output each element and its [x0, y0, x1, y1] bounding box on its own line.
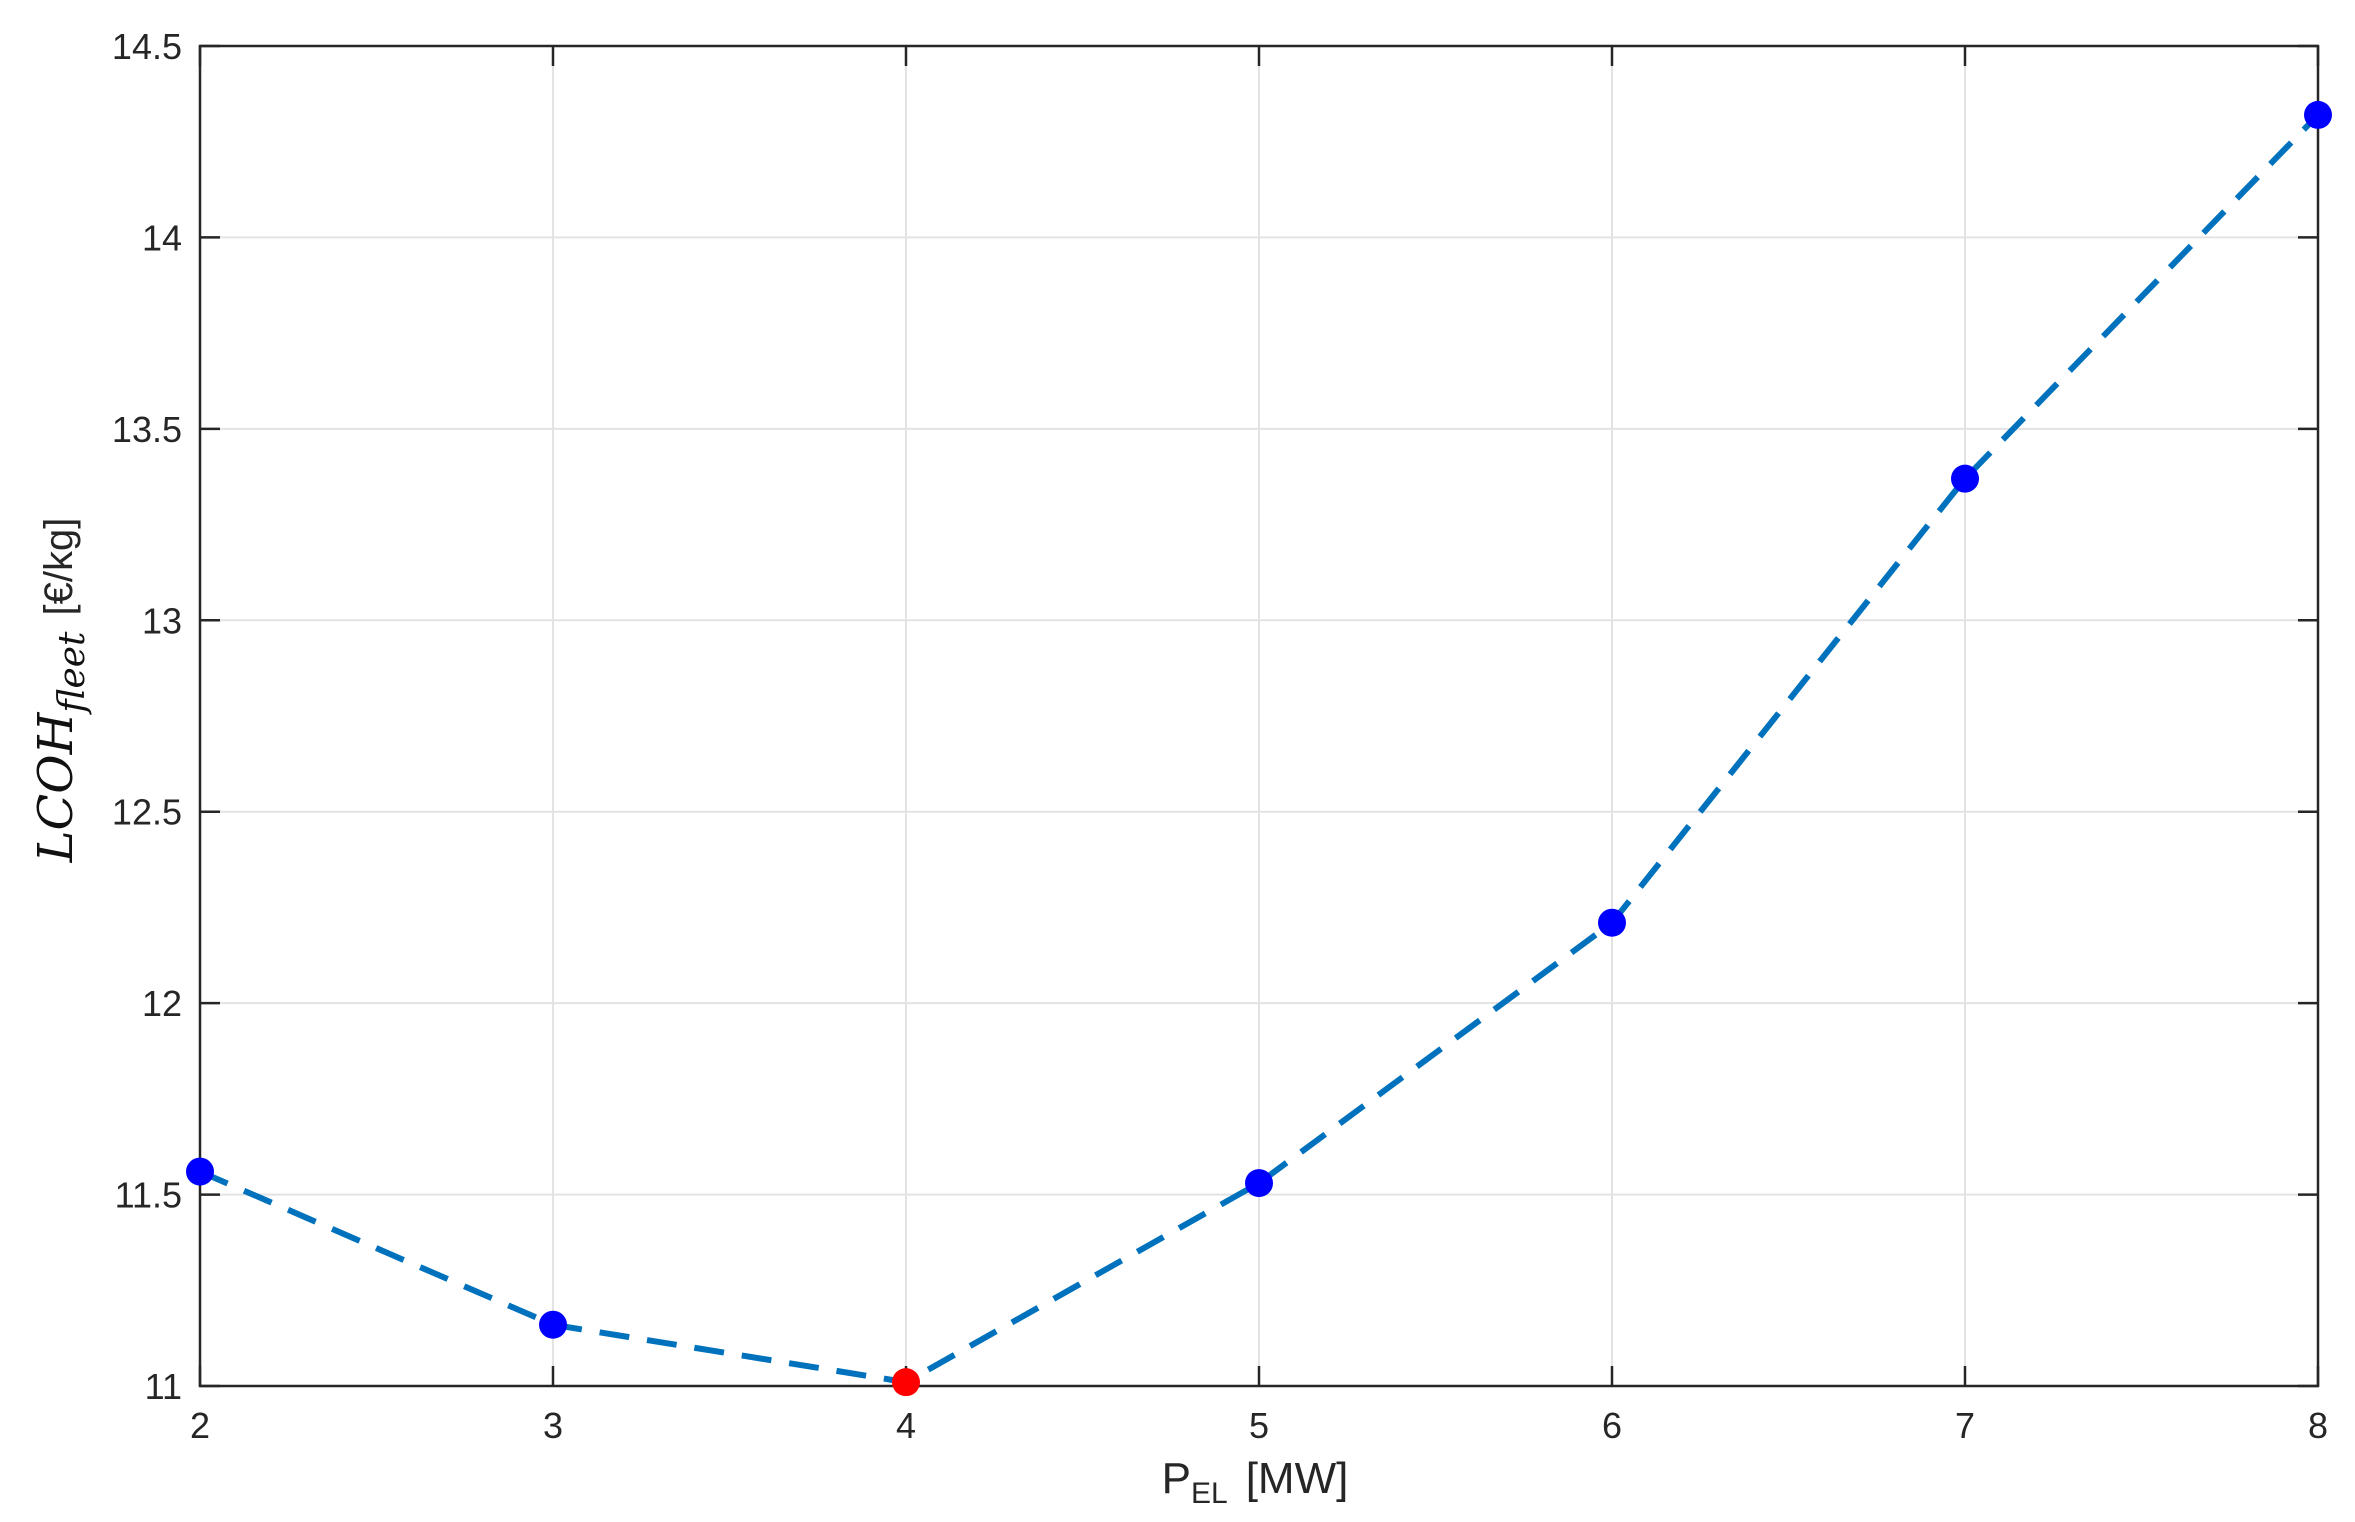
y-tick-label: 11.5 — [115, 1175, 182, 1216]
y-tick-labels: 11 11.5 12 12.5 13 13.5 14 14.5 — [112, 26, 182, 1407]
x-tick-label: 8 — [2308, 1405, 2328, 1446]
y-tick-label: 14.5 — [112, 26, 182, 67]
x-tick-label: 3 — [543, 1405, 563, 1446]
data-point-marker — [539, 1310, 567, 1339]
x-tick-labels: 2 3 4 5 6 7 8 — [190, 1405, 2328, 1446]
y-tick-label: 13.5 — [112, 409, 182, 450]
data-point-marker — [1951, 464, 1979, 493]
y-tick-label: 13 — [142, 600, 182, 641]
x-axis-title-sub: EL — [1191, 1477, 1228, 1510]
data-point-marker — [1245, 1169, 1273, 1198]
axis-ticks — [198, 44, 2320, 1388]
x-tick-label: 2 — [190, 1405, 210, 1446]
x-tick-label: 5 — [1249, 1405, 1269, 1446]
data-markers — [186, 100, 2332, 1397]
y-tick-label: 12.5 — [112, 792, 182, 833]
data-point-marker — [2304, 100, 2332, 129]
grid-lines — [199, 45, 2319, 1387]
svg-text:LCOHfleet[€/kg]: LCOHfleet [€/kg] — [28, 518, 93, 864]
x-tick-label: 6 — [1602, 1405, 1622, 1446]
y-axis-title-sub: fleet — [52, 631, 93, 716]
data-point-marker — [186, 1157, 214, 1186]
y-tick-label: 14 — [142, 217, 182, 258]
x-tick-label: 7 — [1955, 1405, 1975, 1446]
x-axis-title: PEL [MW] — [1162, 1454, 1349, 1510]
data-point-marker — [1598, 908, 1626, 937]
y-axis-title-unit: [€/kg] — [37, 518, 81, 616]
minimum-point-marker — [892, 1368, 920, 1397]
x-axis-title-unit: [MW] — [1246, 1454, 1349, 1503]
x-axis-title-main: P — [1162, 1454, 1191, 1503]
x-tick-label: 4 — [896, 1405, 916, 1446]
y-axis-title-main: LCOH — [28, 711, 84, 863]
y-tick-label: 12 — [142, 983, 182, 1024]
y-axis-title: LCOHfleet [€/kg] — [28, 518, 93, 864]
y-tick-label: 11 — [145, 1366, 182, 1407]
